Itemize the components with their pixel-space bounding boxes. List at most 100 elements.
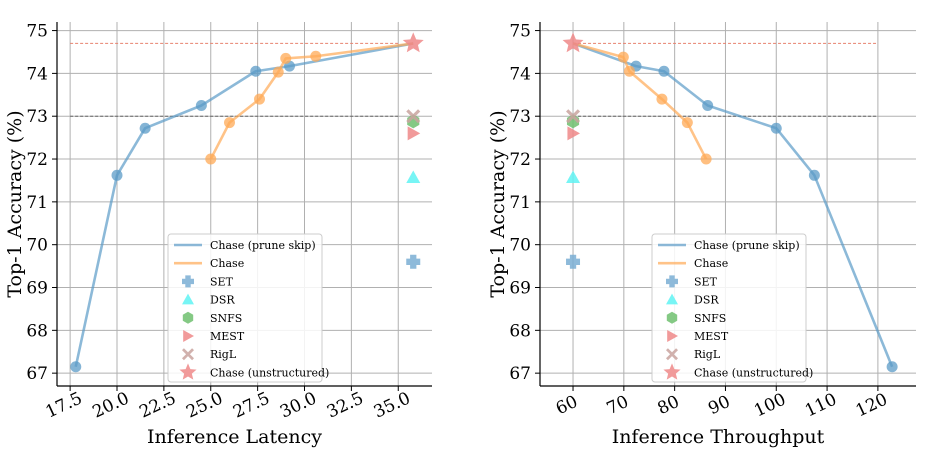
y-tick-label: 67 [26, 364, 48, 384]
throughput-accuracy-chart: 60 70 80 90 100 110 120 67 68 69 70 71 72 73 74 75 Infer… [487, 22, 916, 448]
y-tick-label: 70 [26, 236, 48, 256]
legend-label: RigL [210, 348, 237, 361]
y-tick-label: 72 [509, 150, 531, 170]
y-tick-label: 75 [26, 22, 48, 42]
legend-item-chase: Chase [658, 257, 728, 270]
data-point [310, 50, 322, 62]
y-tick-label: 74 [26, 64, 48, 84]
y-tick-label: 68 [26, 321, 48, 341]
x-tick-label: 60 [553, 392, 581, 419]
x-tick-label: 22.5 [136, 388, 179, 422]
legend-label: SET [210, 275, 234, 288]
legend-label: MEST [694, 330, 729, 343]
legend-item-chase-unstructured: Chase (unstructured) [179, 363, 329, 380]
legend-item-set: SET [182, 275, 234, 288]
data-point [111, 169, 123, 181]
legend-item-rigl: RigL [182, 348, 237, 361]
y-tick-label: 70 [509, 236, 531, 256]
data-point [658, 65, 670, 77]
y-tick-label: 73 [509, 107, 531, 127]
legend-label: DSR [210, 294, 235, 307]
y-tick-label: 68 [509, 321, 531, 341]
legend-swatch-plus [666, 275, 678, 288]
legend-item-snfs: SNFS [666, 311, 726, 325]
y-tick-label: 71 [26, 193, 48, 213]
data-point [700, 153, 712, 165]
data-point [224, 117, 235, 129]
legend-label: DSR [694, 294, 719, 307]
y-tick-label: 74 [509, 64, 531, 84]
legend-label: Chase (prune skip) [210, 239, 316, 252]
legend-swatch-star [663, 363, 681, 380]
legend-swatch-triangle-right [667, 330, 678, 342]
legend-swatch-triangle-right [183, 330, 194, 342]
data-point [254, 93, 265, 105]
legend-label: SNFS [694, 312, 726, 325]
legend-item-dsr: DSR [182, 293, 235, 307]
legend-box [651, 233, 807, 383]
x-axis-label: Inference Latency [147, 426, 322, 448]
data-point-x [406, 109, 421, 124]
legend-item-set: SET [666, 275, 718, 288]
x-tick-label: 35.0 [371, 388, 414, 422]
series-mest [567, 126, 581, 141]
y-tick-label: 69 [26, 279, 48, 299]
data-point-plus [566, 254, 581, 269]
legend-label: SET [694, 275, 718, 288]
legend: Chase (prune skip) Chase SET DSR SNFS MEST Rig… [651, 233, 813, 383]
legend-item-chase: Chase [174, 257, 244, 270]
legend-label: RigL [694, 348, 721, 361]
x-tick-label: 90 [705, 392, 733, 419]
y-axis-label: Top-1 Accuracy (%) [4, 110, 26, 297]
series-chase [205, 42, 414, 165]
data-point [205, 153, 217, 165]
x-tick-label: 32.5 [324, 388, 367, 422]
legend-item-chase-prune-skip: Chase (prune skip) [174, 239, 316, 252]
data-point [195, 100, 207, 112]
x-tick-label: 17.5 [43, 388, 86, 422]
series-rigl [406, 109, 421, 124]
y-axis-label: Top-1 Accuracy (%) [487, 110, 509, 297]
series-chase-unstructured [562, 32, 584, 53]
data-point [70, 361, 82, 373]
data-point-triangle-up [406, 170, 421, 184]
x-tick-label: 100 [751, 390, 789, 422]
series-mest [407, 126, 421, 141]
legend-label: Chase (unstructured) [694, 366, 813, 379]
legend-item-snfs: SNFS [182, 311, 242, 325]
data-point-plus [406, 254, 421, 269]
series-set [566, 254, 581, 269]
x-tick-label: 110 [802, 390, 840, 422]
data-point [272, 66, 284, 78]
y-tick-label: 67 [509, 364, 531, 384]
legend-swatch-triangle-up [182, 293, 194, 305]
legend-label: Chase (unstructured) [210, 366, 329, 379]
legend-swatch-x [666, 348, 678, 361]
series-chase-unstructured [402, 32, 424, 53]
legend-item-dsr: DSR [666, 293, 719, 307]
latency-accuracy-chart: 17.5 20.0 22.5 25.0 27.5 30.0 32.5 35.0 67 68 69 70… [4, 22, 432, 448]
legend: Chase (prune skip) Chase SET DSR SNFS MEST Rig… [167, 233, 329, 383]
data-point [702, 100, 714, 112]
y-tick-label: 69 [509, 279, 531, 299]
data-point [886, 361, 898, 373]
legend-label: Chase [210, 257, 244, 270]
legend-swatch-plus [182, 275, 194, 288]
series-dsr [566, 170, 581, 184]
legend-box [167, 233, 323, 383]
x-tick-label: 70 [604, 392, 632, 419]
series-dsr [406, 170, 421, 184]
data-point-star [562, 32, 584, 53]
x-tick-label: 80 [655, 392, 683, 419]
y-tick-label: 72 [26, 150, 48, 170]
y-tick-label: 71 [509, 193, 531, 213]
legend-item-rigl: RigL [666, 348, 721, 361]
series-chase-prune-skip [572, 42, 898, 373]
data-point [617, 51, 629, 63]
legend-swatch-hexagon [182, 311, 194, 324]
series-chase-prune-skip [70, 42, 414, 373]
data-point-star [402, 32, 424, 53]
legend-item-chase-prune-skip: Chase (prune skip) [658, 239, 800, 252]
data-point [681, 117, 693, 129]
legend-label: SNFS [210, 312, 242, 325]
